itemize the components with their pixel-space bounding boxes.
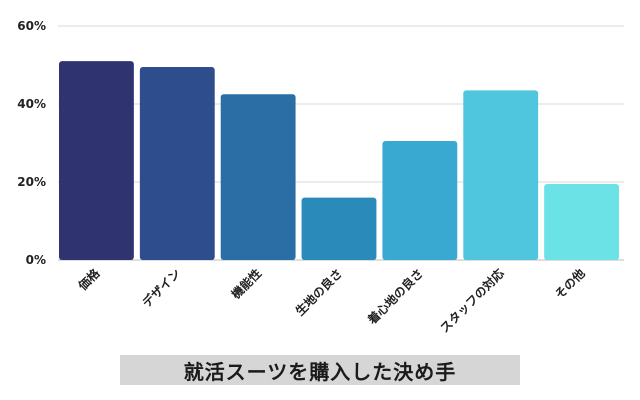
y-tick-label: 20%	[17, 175, 46, 189]
x-tick-label: 価格	[74, 265, 103, 294]
y-tick-label: 0%	[26, 253, 46, 267]
chart-title-box: 就活スーツを購入した決め手	[120, 355, 520, 385]
y-tick-label: 60%	[17, 19, 46, 33]
bars	[59, 61, 619, 260]
y-tick-label: 40%	[17, 97, 46, 111]
x-tick-label: その他	[552, 266, 588, 302]
x-tick-label: 生地の良さ	[292, 266, 345, 319]
x-tick-label: スタッフの対応	[437, 266, 507, 336]
bar-2	[139, 66, 215, 260]
bar-6	[463, 90, 539, 260]
bar-3	[220, 94, 296, 260]
bar-5	[382, 141, 458, 260]
bar-4	[301, 197, 377, 260]
x-axis-ticks: 価格 デザイン 機能性 生地の良さ 着心地の良さ スタッフの対応 その他	[74, 265, 587, 336]
x-tick-label: デザイン	[139, 266, 184, 311]
bar-7	[544, 183, 619, 260]
chart-title: 就活スーツを購入した決め手	[183, 359, 457, 384]
bar-1	[59, 61, 134, 260]
y-axis-ticks: 0% 20% 40% 60%	[17, 19, 46, 267]
x-tick-label: 着心地の良さ	[364, 266, 426, 328]
x-tick-label: 機能性	[228, 266, 264, 302]
bar-chart: 0% 20% 40% 60% 価格 デザイン 機能性 生地の良さ 着心地の良さ スタッフの対応 そ…	[17, 19, 624, 336]
